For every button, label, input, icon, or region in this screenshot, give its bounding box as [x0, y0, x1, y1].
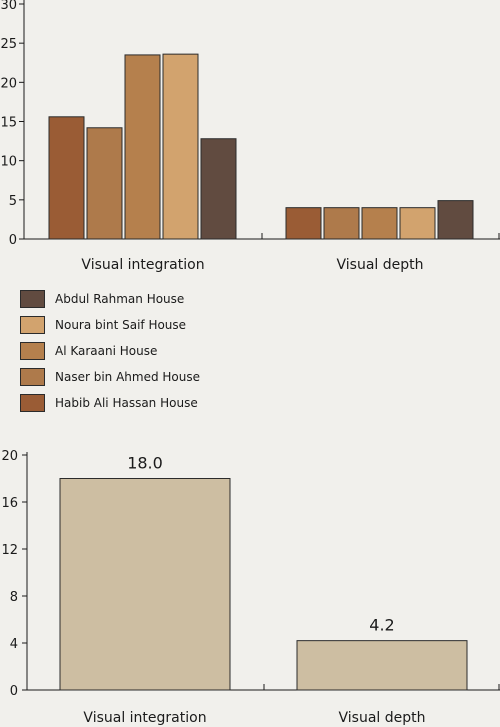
legend-item: Al Karaani House	[20, 341, 200, 361]
legend-label: Abdul Rahman House	[55, 292, 185, 306]
y-tick-label: 0	[9, 233, 17, 248]
bar	[59, 478, 231, 691]
legend-item: Naser bin Ahmed House	[20, 367, 200, 387]
y-tick-label: 20	[0, 76, 17, 91]
bar	[285, 207, 322, 240]
x-category-label: Visual integration	[81, 257, 204, 273]
bar	[361, 207, 398, 240]
legend-label: Al Karaani House	[55, 344, 158, 358]
bar	[437, 200, 474, 240]
y-tick-label: 30	[0, 0, 17, 13]
y-tick-label: 5	[9, 194, 17, 209]
x-category-label: Visual depth	[337, 257, 424, 273]
chart-1-legend: Abdul Rahman House Noura bint Saif House A…	[20, 289, 200, 419]
bar	[86, 127, 123, 240]
legend-swatch	[20, 394, 45, 412]
legend-swatch	[20, 368, 45, 386]
bar	[162, 53, 199, 240]
legend-label: Habib Ali Hassan House	[55, 396, 198, 410]
chart-1: 0 5 10 15 20 25 30 Visual integration Visual dep…	[0, 0, 500, 273]
bar	[48, 116, 85, 240]
y-tick-label: 25	[0, 37, 17, 52]
legend-item: Abdul Rahman House	[20, 289, 200, 309]
y-tick-label: 12	[1, 543, 18, 558]
legend-item: Noura bint Saif House	[20, 315, 200, 335]
data-label: 4.2	[369, 616, 394, 635]
y-tick-label: 4	[10, 637, 18, 652]
y-tick-label: 15	[0, 116, 17, 131]
y-tick-label: 16	[1, 496, 18, 511]
bar	[399, 207, 436, 240]
legend-label: Naser bin Ahmed House	[55, 370, 201, 384]
legend-swatch	[20, 316, 45, 334]
y-tick-label: 20	[1, 449, 18, 464]
y-tick-label: 0	[10, 684, 18, 699]
legend-swatch	[20, 342, 45, 360]
bar	[200, 138, 237, 240]
bar	[323, 207, 360, 240]
bar	[296, 640, 468, 691]
y-tick-label: 8	[10, 590, 18, 605]
y-tick-label: 10	[0, 155, 17, 170]
legend-label: Noura bint Saif House	[55, 318, 187, 332]
data-label: 18.0	[127, 454, 163, 473]
x-category-label: Visual depth	[339, 710, 426, 726]
bar	[124, 54, 161, 240]
x-category-label: Visual integration	[83, 710, 206, 726]
legend-item: Habib Ali Hassan House	[20, 393, 200, 413]
legend-swatch	[20, 290, 45, 308]
